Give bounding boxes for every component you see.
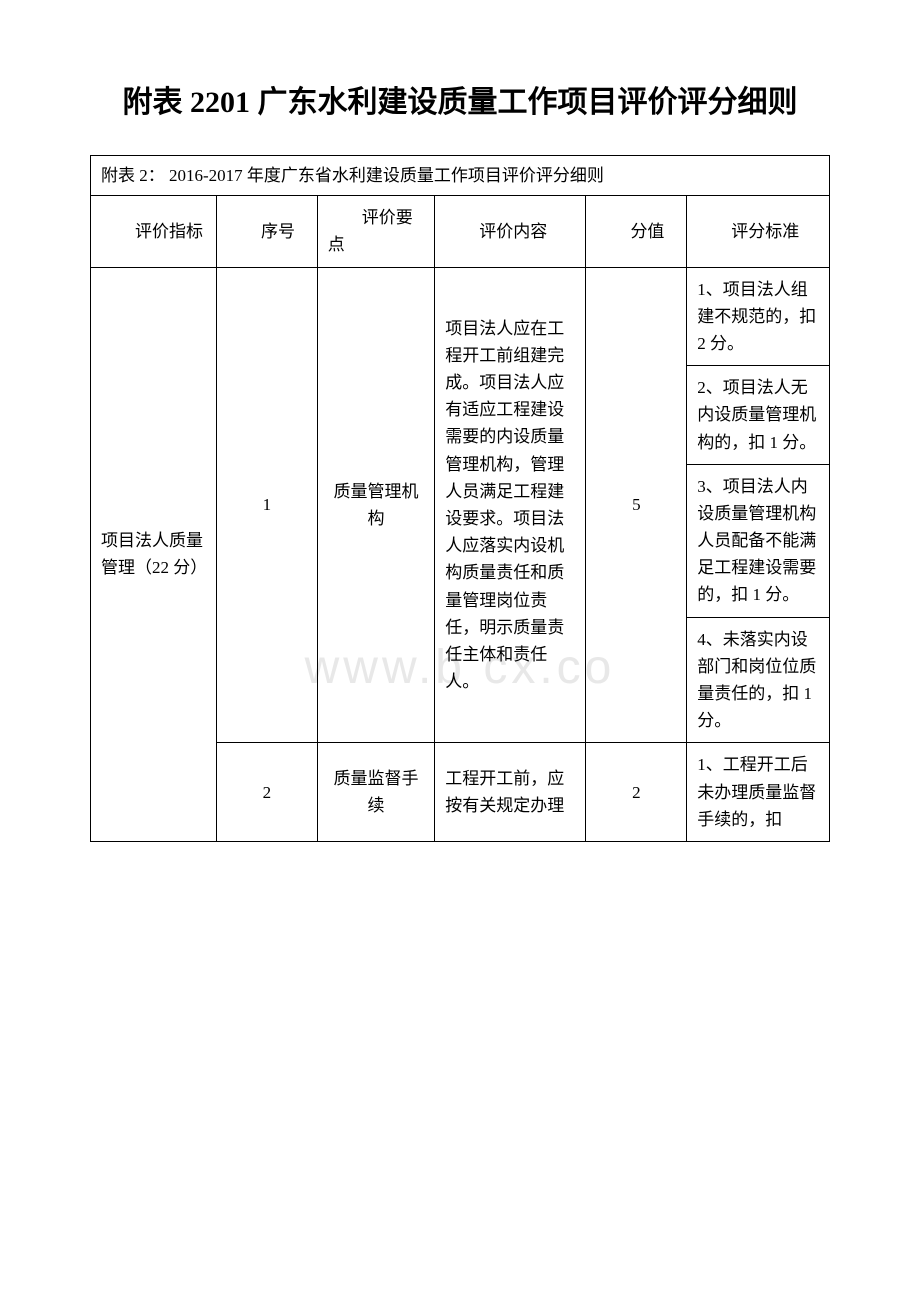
- cell-content: 工程开工前，应按有关规定办理: [435, 743, 586, 842]
- cell-point: 质量监督手续: [317, 743, 435, 842]
- cell-content: 项目法人应在工程开工前组建完成。项目法人应有适应工程建设需要的内设质量管理机构，…: [435, 267, 586, 743]
- cell-score: 2: [586, 743, 687, 842]
- table-caption-row: 附表 2： 2016-2017 年度广东省水利建设质量工作项目评价评分细则: [91, 156, 830, 196]
- standard-text: 3、项目法人内设质量管理机构人员配备不能满足工程建设需要的，扣 1 分。: [697, 477, 816, 605]
- header-standard: 评分标准: [687, 196, 830, 267]
- cell-standard: 3、项目法人内设质量管理机构人员配备不能满足工程建设需要的，扣 1 分。: [687, 464, 830, 617]
- cell-standard: 1、项目法人组建不规范的，扣 2 分。: [687, 267, 830, 366]
- caption-text: 附表 2： 2016-2017 年度广东省水利建设质量工作项目评价评分细则: [101, 166, 604, 185]
- cell-standard: 4、未落实内设部门和岗位位质量责任的，扣 1 分。: [687, 617, 830, 743]
- table-row: 项目法人质量管理（22 分） 1 质量管理机构 项目法人应在工程开工前组建完成。…: [91, 267, 830, 366]
- table-caption: 附表 2： 2016-2017 年度广东省水利建设质量工作项目评价评分细则: [91, 156, 830, 196]
- content-text: 项目法人应在工程开工前组建完成。项目法人应有适应工程建设需要的内设质量管理机构，…: [445, 319, 564, 691]
- cell-seq: 2: [216, 743, 317, 842]
- content-text: 工程开工前，应按有关规定办理: [445, 769, 564, 815]
- cell-score: 5: [586, 267, 687, 743]
- standard-text: 1、项目法人组建不规范的，扣 2 分。: [697, 280, 816, 353]
- standard-text: 4、未落实内设部门和岗位位质量责任的，扣 1 分。: [697, 630, 816, 731]
- page-title: 附表 2201 广东水利建设质量工作项目评价评分细则: [90, 80, 830, 125]
- cell-point: 质量管理机构: [317, 267, 435, 743]
- cell-indicator: 项目法人质量管理（22 分）: [91, 267, 217, 841]
- header-score: 分值: [586, 196, 687, 267]
- header-indicator: 评价指标: [91, 196, 217, 267]
- cell-standard: 1、工程开工后未办理质量监督手续的，扣: [687, 743, 830, 842]
- header-content: 评价内容: [435, 196, 586, 267]
- table-header-row: 评价指标 序号 评价要点 评价内容 分值 评分标准: [91, 196, 830, 267]
- standard-text: 1、工程开工后未办理质量监督手续的，扣: [697, 755, 816, 828]
- indicator-text: 项目法人质量管理（22 分）: [101, 531, 207, 577]
- header-seq: 序号: [216, 196, 317, 267]
- cell-standard: 2、项目法人无内设质量管理机构的，扣 1 分。: [687, 366, 830, 465]
- evaluation-table: 附表 2： 2016-2017 年度广东省水利建设质量工作项目评价评分细则 评价…: [90, 155, 830, 842]
- header-point: 评价要点: [317, 196, 435, 267]
- standard-text: 2、项目法人无内设质量管理机构的，扣 1 分。: [697, 378, 816, 451]
- cell-seq: 1: [216, 267, 317, 743]
